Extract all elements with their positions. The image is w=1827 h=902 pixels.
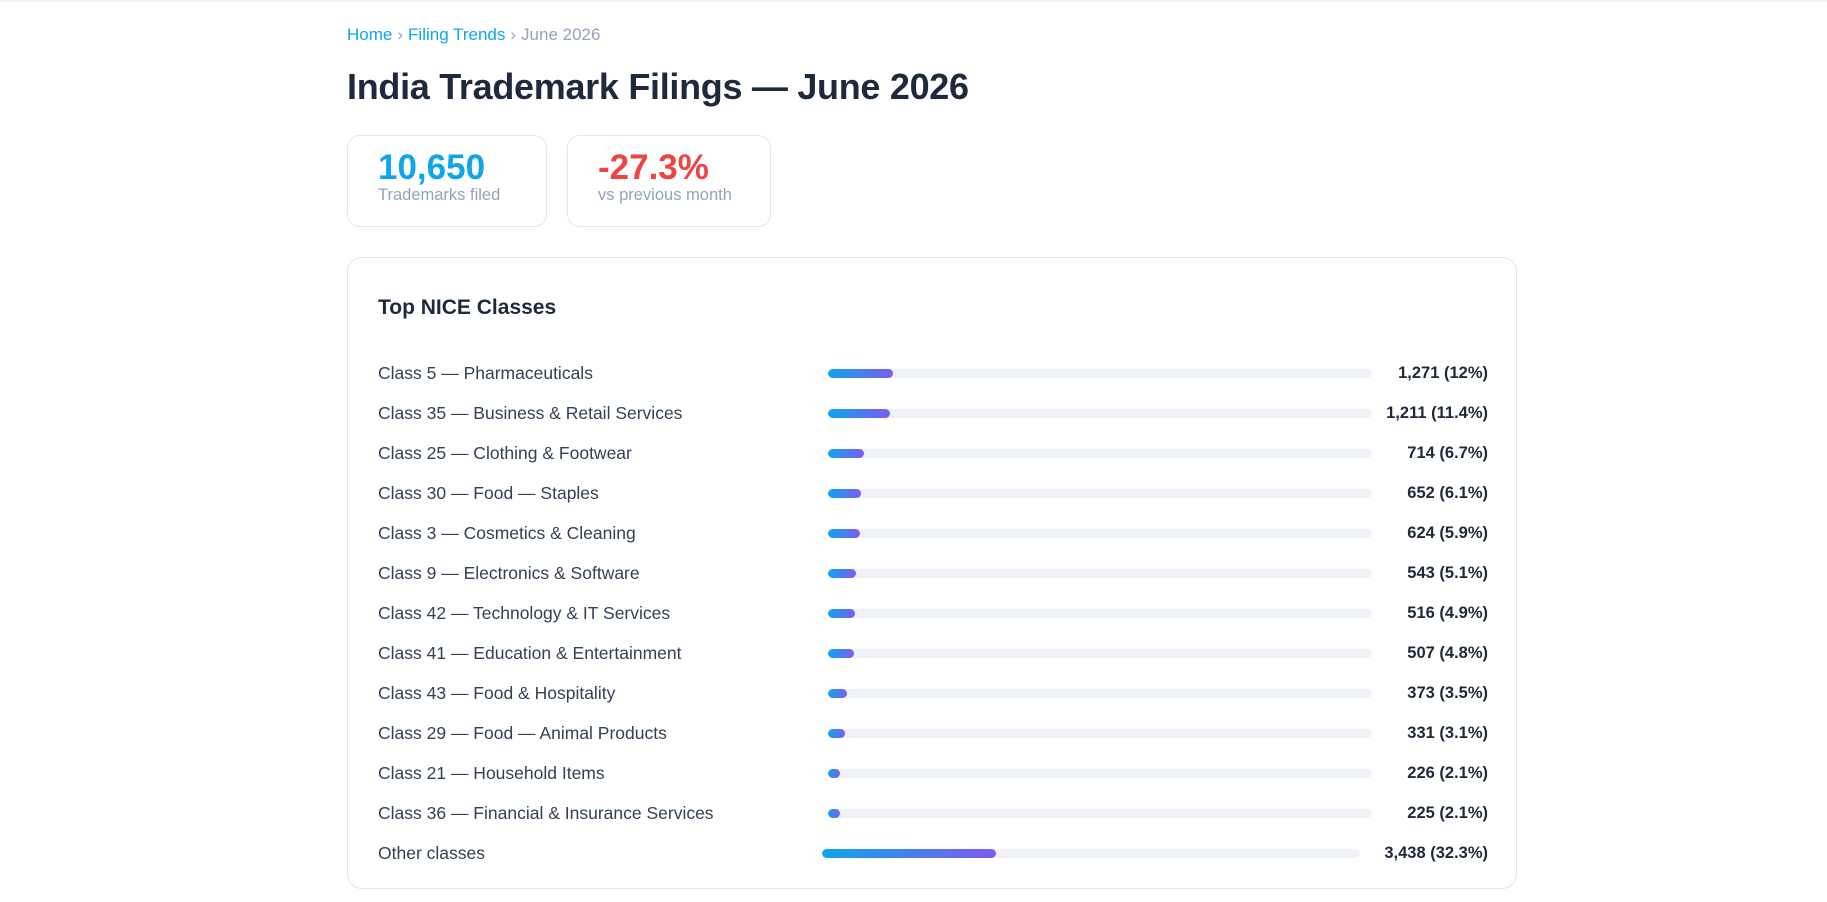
share-bar-track [828,809,1372,818]
stat-card-filed: 10,650 Trademarks filed [347,135,547,227]
class-label: Class 25 — Clothing & Footwear [378,443,632,463]
class-value: 1,211 (11.4%) [1386,404,1488,422]
page-title: India Trademark Filings — June 2026 [347,66,969,107]
share-bar-fill [828,809,840,818]
class-label: Class 9 — Electronics & Software [378,563,640,583]
share-bar-track [828,569,1372,578]
share-bar-fill [828,489,862,498]
class-label: Other classes [378,843,485,863]
top-classes-panel: Top NICE Classes Class 5 — Pharmaceutica… [347,257,1517,889]
breadcrumb-current: June 2026 [521,25,601,44]
class-label: Class 41 — Education & Entertainment [378,643,682,663]
class-row: Class 29 — Food — Animal Products 331 (3.… [378,713,1488,753]
share-bar-track [828,409,1372,418]
class-row: Class 21 — Household Items 226 (2.1%) [378,753,1488,793]
share-bar-fill [828,689,848,698]
class-value: 714 (6.7%) [1407,444,1488,462]
class-label: Class 43 — Food & Hospitality [378,683,616,703]
share-bar-track [828,369,1372,378]
stat-label: Trademarks filed [378,186,501,204]
breadcrumb-separator: › [397,25,404,44]
class-label: Class 36 — Financial & Insurance Service… [378,803,714,823]
class-row: Class 9 — Electronics & Software 543 (5.1… [378,553,1488,593]
class-value: 225 (2.1%) [1407,804,1488,822]
class-label: Class 21 — Household Items [378,763,605,783]
class-row: Class 3 — Cosmetics & Cleaning 624 (5.9%) [378,513,1488,553]
class-list: Class 5 — Pharmaceuticals 1,271 (12%) Clas… [378,353,1488,873]
share-bar-fill [828,729,845,738]
class-value: 1,271 (12%) [1398,364,1488,382]
class-value: 516 (4.9%) [1407,604,1488,622]
class-value: 652 (6.1%) [1407,484,1488,502]
share-bar-fill [828,769,840,778]
class-value: 507 (4.8%) [1407,644,1488,662]
share-bar-fill [828,649,855,658]
breadcrumb-filing-trends-link[interactable]: Filing Trends [408,25,506,44]
share-bar-track [828,609,1372,618]
share-bar-track [822,849,1360,858]
breadcrumb-home-link[interactable]: Home [347,25,393,44]
share-bar-fill [828,529,861,538]
class-value: 226 (2.1%) [1407,764,1488,782]
class-row: Class 43 — Food & Hospitality 373 (3.5%) [378,673,1488,713]
class-label: Class 29 — Food — Animal Products [378,723,667,743]
class-label: Class 35 — Business & Retail Services [378,403,683,423]
share-bar-track [828,449,1372,458]
class-value: 543 (5.1%) [1407,564,1488,582]
class-row: Class 30 — Food — Staples 652 (6.1%) [378,473,1488,513]
class-row: Class 36 — Financial & Insurance Service… [378,793,1488,833]
share-bar-track [828,689,1372,698]
class-row: Class 35 — Business & Retail Services 1,2… [378,393,1488,433]
class-label: Class 3 — Cosmetics & Cleaning [378,523,636,543]
class-label: Class 5 — Pharmaceuticals [378,363,593,383]
top-divider [0,0,1827,2]
share-bar-track [828,529,1372,538]
class-value: 3,438 (32.3%) [1384,844,1488,862]
share-bar-fill [822,849,996,858]
share-bar-fill [828,369,894,378]
share-bar-fill [828,409,891,418]
class-value: 624 (5.9%) [1407,524,1488,542]
breadcrumb-separator: › [510,25,517,44]
class-value: 331 (3.1%) [1407,724,1488,742]
share-bar-track [828,489,1372,498]
share-bar-fill [828,569,856,578]
class-label: Class 30 — Food — Staples [378,483,599,503]
share-bar-track [828,729,1372,738]
stat-value: 10,650 [378,148,486,187]
panel-title: Top NICE Classes [378,296,557,319]
class-row: Class 41 — Education & Entertainment 507 … [378,633,1488,673]
breadcrumb: Home › Filing Trends › June 2026 [347,25,600,45]
class-value: 373 (3.5%) [1407,684,1488,702]
class-row: Class 5 — Pharmaceuticals 1,271 (12%) [378,353,1488,393]
share-bar-fill [828,609,855,618]
share-bar-track [828,649,1372,658]
share-bar-fill [828,449,865,458]
class-label: Class 42 — Technology & IT Services [378,603,671,623]
class-row: Class 42 — Technology & IT Services 516 (… [378,593,1488,633]
class-row: Other classes 3,438 (32.3%) [378,833,1488,873]
share-bar-track [828,769,1372,778]
class-row: Class 25 — Clothing & Footwear 714 (6.7%) [378,433,1488,473]
stat-label: vs previous month [598,186,732,204]
stat-card-change: -27.3% vs previous month [567,135,771,227]
stat-value: -27.3% [598,148,709,187]
